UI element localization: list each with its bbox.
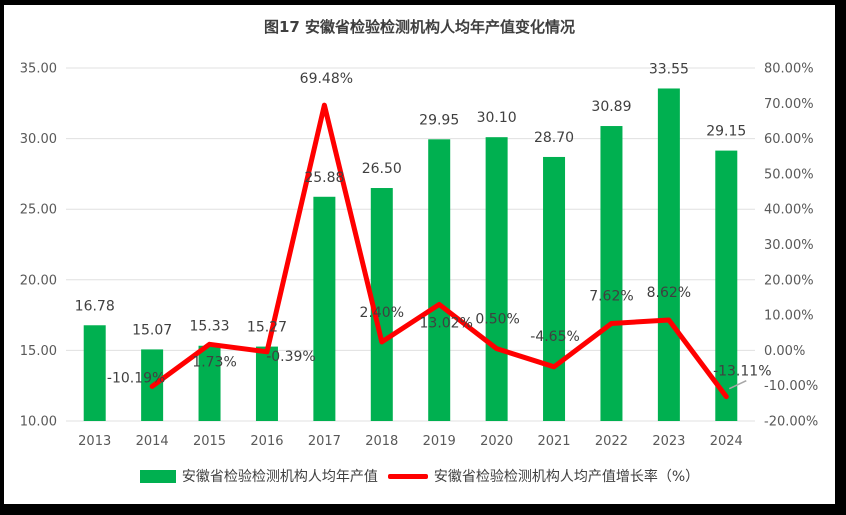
line-value-label: 13.02% (420, 315, 473, 331)
right-axis-tick: 10.00% (764, 309, 814, 324)
x-axis-label: 2024 (710, 434, 743, 449)
x-axis-label: 2018 (365, 434, 398, 449)
line-value-label: 69.48% (300, 71, 353, 87)
x-axis-label: 2022 (595, 434, 628, 449)
x-axis-label: 2016 (250, 434, 283, 449)
right-axis-tick: 60.00% (764, 132, 814, 147)
combo-chart-plot: 10.00 15.00 20.00 25.00 30.00 35.00 -20.00% -10… (20, 61, 818, 449)
growth-line (149, 102, 729, 400)
bar-value-label: 16.78 (75, 298, 115, 314)
x-axis-label: 2013 (78, 434, 111, 449)
bar-value-label: 15.27 (247, 320, 287, 336)
legend-line-label: 安徽省检验检测机构人均产值增长率（%） (433, 469, 700, 485)
bar (600, 126, 623, 421)
x-axis-label: 2019 (423, 434, 456, 449)
bar (428, 139, 451, 421)
line-value-label: 7.62% (589, 289, 633, 305)
x-axis-label: 2014 (136, 434, 169, 449)
right-axis-tick: 20.00% (764, 273, 814, 288)
x-axis-label: 2017 (308, 434, 341, 449)
left-axis-tick: 15.00 (20, 344, 57, 359)
bar (370, 188, 393, 421)
left-axis-tick: 25.00 (20, 203, 57, 218)
x-axis-label: 2020 (480, 434, 513, 449)
line-value-label: 8.62% (647, 285, 691, 301)
right-axis-tick: -10.00% (764, 379, 818, 394)
bar (83, 325, 106, 421)
legend-bar-label: 安徽省检验检测机构人均年产值 (181, 469, 378, 485)
right-axis-tick: 80.00% (764, 62, 814, 77)
line-value-label: -4.65% (530, 329, 580, 345)
line-value-label: 1.73% (192, 354, 236, 370)
bar-value-label: 30.10 (477, 110, 517, 126)
legend: 安徽省检验检测机构人均年产值 安徽省检验检测机构人均产值增长率（%） (4, 466, 835, 486)
chart-title: 图17 安徽省检验检测机构人均年产值变化情况 (263, 18, 576, 36)
x-axis-label: 2021 (537, 434, 570, 449)
bar-value-label: 28.70 (534, 130, 574, 146)
left-axis-tick: 10.00 (20, 415, 57, 430)
line-value-label: 2.40% (360, 305, 404, 321)
bar (485, 137, 508, 422)
bar-value-label: 15.33 (189, 319, 229, 335)
bar-value-label: 30.89 (591, 99, 631, 115)
line-value-label: -13.11% (713, 364, 771, 380)
bar-value-label: 29.15 (706, 124, 746, 140)
left-axis-tick: 35.00 (20, 62, 57, 77)
bar (313, 196, 336, 421)
bar-value-label: 26.50 (362, 161, 402, 177)
right-axis-tick: 40.00% (764, 203, 814, 218)
right-axis-tick: -20.00% (764, 415, 818, 430)
right-axis-tick: 50.00% (764, 167, 814, 182)
bar (715, 150, 738, 422)
bar (543, 156, 566, 421)
left-axis-tick: 20.00 (20, 273, 57, 288)
bar-value-label: 15.07 (132, 322, 172, 338)
line-value-label: -10.19% (107, 370, 165, 386)
right-axis-tick: 30.00% (764, 238, 814, 253)
label-leader-line (728, 379, 747, 390)
legend-line-swatch-icon (387, 473, 428, 479)
x-axis-label: 2023 (652, 434, 685, 449)
bar-value-label: 33.55 (649, 61, 689, 77)
bar (198, 345, 221, 421)
legend-bar-swatch-icon (139, 469, 176, 483)
bar-value-label: 29.95 (419, 112, 459, 128)
bar-value-label: 25.88 (304, 170, 344, 186)
x-axis-label: 2015 (193, 434, 226, 449)
line-value-label: 0.50% (475, 312, 519, 328)
bar (657, 88, 680, 421)
right-axis-tick: 70.00% (764, 97, 814, 112)
bar (255, 346, 278, 421)
line-value-label: -0.39% (266, 349, 316, 365)
left-axis-tick: 30.00 (20, 132, 57, 147)
right-axis-tick: 0.00% (764, 344, 805, 359)
